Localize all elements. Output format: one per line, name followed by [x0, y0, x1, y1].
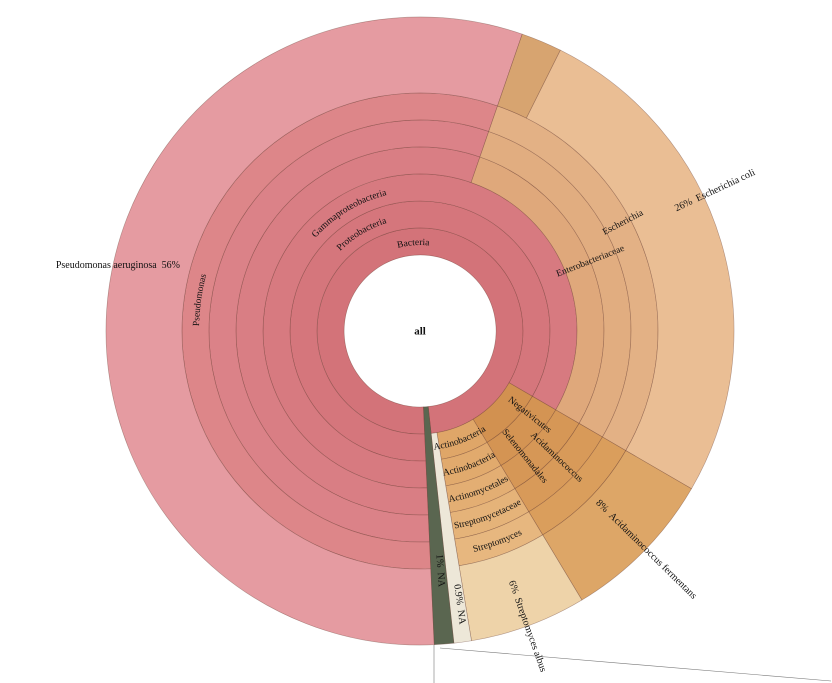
wedge-gammaproteobacteria[interactable]	[262, 173, 578, 489]
wedge-streptomyces-albus[interactable]	[458, 534, 583, 642]
label-all: all	[414, 326, 426, 338]
wedge-acidaminococcus-fermentans[interactable]	[542, 450, 692, 601]
wedge-escherichia-coli[interactable]	[526, 49, 735, 490]
wedge-unlabeled[interactable]	[235, 146, 481, 516]
wedge-pseudomonas-aeruginosa[interactable]	[105, 16, 523, 646]
label-pseudomonas-aeruginosa-56: Pseudomonas aeruginosa 56%	[56, 260, 180, 271]
wedge-na[interactable]	[423, 406, 455, 645]
label-0-9-na: 0.9% NA	[451, 584, 467, 626]
leader-line	[439, 647, 832, 682]
label-1-na: 1% NA	[433, 554, 446, 588]
label-bacteria: Bacteria	[396, 238, 430, 251]
